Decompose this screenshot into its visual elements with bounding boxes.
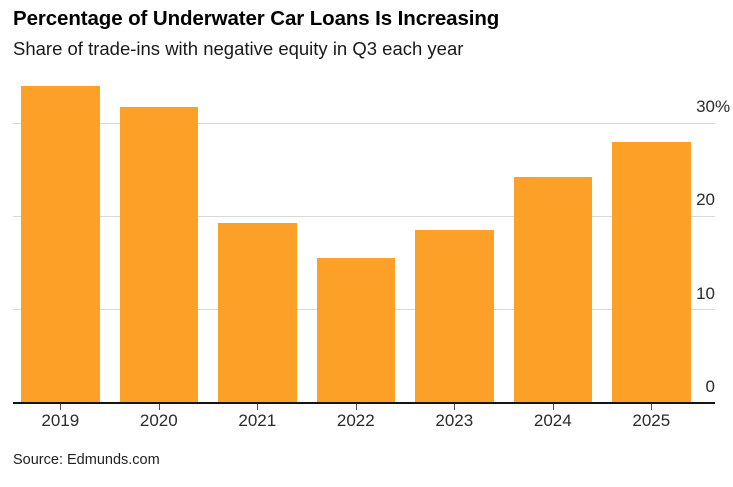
bar-2022 <box>316 258 396 403</box>
x-axis-label-2019: 2019 <box>41 411 80 430</box>
x-axis-label-2021: 2021 <box>238 411 277 430</box>
bar-2024 <box>513 177 593 403</box>
x-axis-label-2024: 2024 <box>533 411 572 430</box>
y-axis-label-10: 10 <box>696 283 715 303</box>
x-axis-tick-2020 <box>158 404 160 410</box>
y-axis-label-20: 20 <box>696 190 715 210</box>
percent-suffix: % <box>715 97 731 117</box>
bar-2019 <box>21 85 100 403</box>
x-axis-label-2025: 2025 <box>632 411 671 430</box>
bar-2020 <box>119 107 199 403</box>
x-axis-tick-2019 <box>60 404 62 410</box>
gridline-20 <box>13 215 715 217</box>
x-axis-label-2022: 2022 <box>336 411 375 430</box>
x-axis-label-2020: 2020 <box>139 411 178 430</box>
x-axis-tick-2022 <box>355 404 357 410</box>
x-axis-tick-2024 <box>552 404 554 410</box>
x-axis-tick-2021 <box>257 404 259 410</box>
gridline-30 <box>13 122 715 124</box>
x-axis-line <box>13 402 715 404</box>
chart-title: Percentage of Underwater Car Loans Is In… <box>13 7 500 30</box>
bar-2025 <box>612 141 691 403</box>
source-note: Source: Edmunds.com <box>13 452 160 468</box>
x-axis-label-2023: 2023 <box>435 411 474 430</box>
y-axis-label-30: 30% <box>696 97 731 117</box>
x-axis-tick-2023 <box>454 404 456 410</box>
bar-2021 <box>218 222 297 403</box>
y-axis-label-0: 0 <box>705 377 715 396</box>
x-axis-tick-2025 <box>651 404 653 410</box>
bar-2023 <box>415 230 494 403</box>
chart-subtitle: Share of trade-ins with negative equity … <box>13 38 464 59</box>
